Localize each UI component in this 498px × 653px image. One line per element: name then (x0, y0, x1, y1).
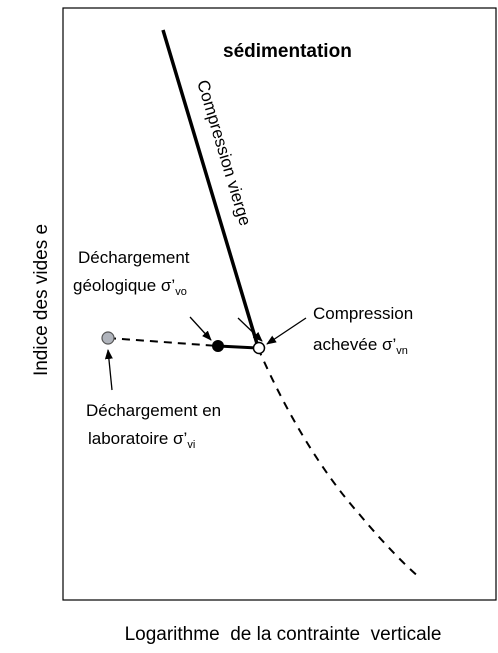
x-axis-label: Logarithme de la contrainte verticale (125, 624, 442, 645)
virgin-compression-label: Compression vierge (193, 78, 255, 228)
virgin-compression-line (161, 29, 260, 348)
label: géologique σ’vo (73, 276, 187, 298)
label: géologique σ’ (73, 276, 175, 295)
label: Déchargement (78, 248, 190, 267)
frame (62, 7, 497, 601)
label: laboratoire σ’vi (88, 429, 195, 451)
arrow (104, 349, 113, 391)
unloading-line (217, 344, 259, 350)
preconsolidation-point (252, 341, 266, 355)
geological-point (212, 340, 224, 352)
reloading-curve (257, 347, 421, 579)
lab-unloading-line (107, 337, 219, 347)
arrow (189, 316, 212, 341)
arrow (266, 317, 307, 345)
arrow (237, 317, 263, 342)
label: achevée σ’vn (313, 335, 408, 357)
lab-point (101, 331, 115, 345)
label: Déchargement en (86, 401, 221, 420)
subscript: vn (396, 345, 408, 357)
label: achevée σ’ (313, 335, 396, 354)
subscript: vi (187, 439, 195, 451)
label: laboratoire σ’ (88, 429, 187, 448)
subscript: vo (175, 286, 187, 298)
label: Compression (313, 304, 413, 323)
sedimentation-label: sédimentation (223, 41, 352, 62)
y-axis-label: Indice des vides e (31, 224, 52, 376)
